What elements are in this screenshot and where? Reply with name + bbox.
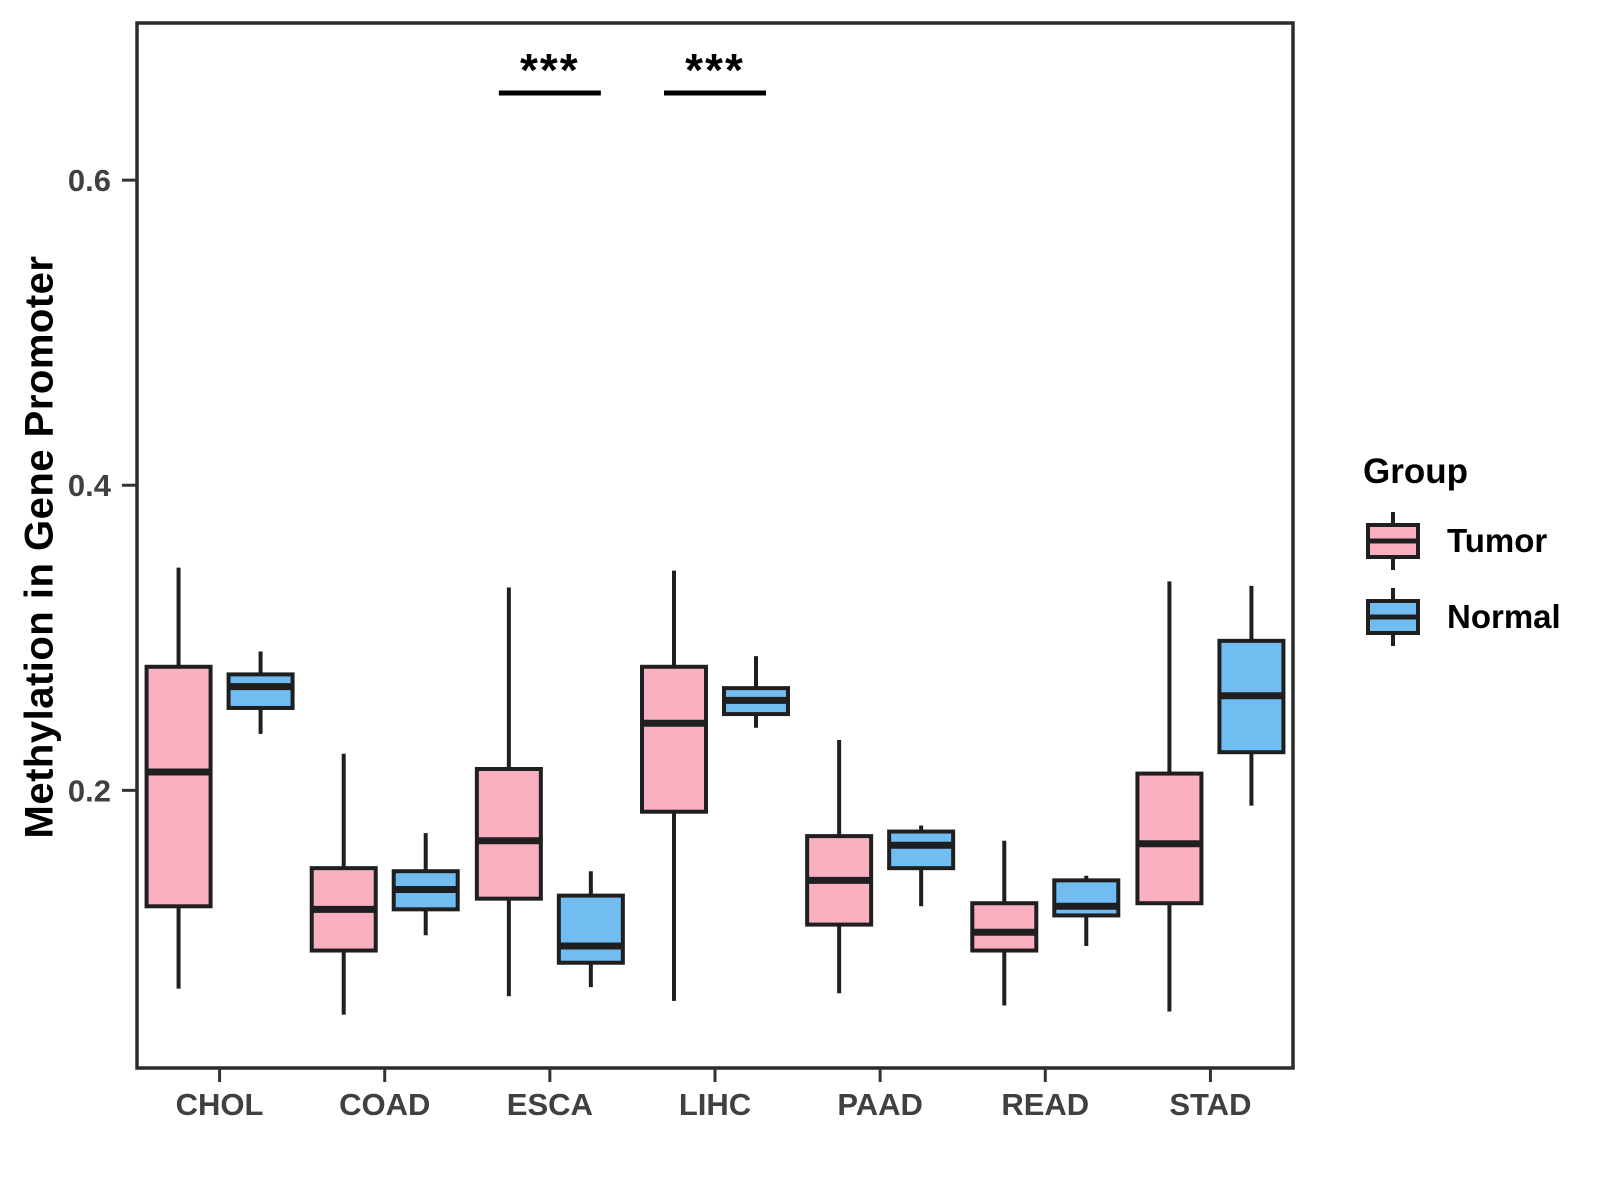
box-normal-esca (556, 893, 625, 965)
box-tumor-read (970, 901, 1039, 953)
box-tumor-chol (144, 664, 213, 909)
box-tumor-esca (474, 766, 543, 901)
x-tick-label-coad: COAD (339, 1087, 430, 1122)
legend-label-normal: Normal (1447, 598, 1561, 635)
x-tick-label-lihc: LIHC (679, 1087, 751, 1122)
y-tick-label: 0.4 (68, 468, 112, 503)
normal-boxplot-key-icon (1366, 588, 1420, 646)
box-tumor-stad (1135, 771, 1204, 906)
y-tick-label: 0.6 (68, 163, 111, 198)
x-tick-label-chol: CHOL (176, 1087, 264, 1122)
box-normal-paad (887, 829, 956, 871)
significance-label-lihc: *** (685, 44, 745, 96)
x-tick-label-stad: STAD (1169, 1087, 1251, 1122)
box-normal-chol (226, 672, 295, 710)
x-tick-label-read: READ (1001, 1087, 1089, 1122)
tumor-boxplot-key-icon (1366, 512, 1420, 570)
legend-entry-normal: Normal (1365, 584, 1561, 650)
x-tick-label-paad: PAAD (837, 1087, 923, 1122)
x-tick-label-esca: ESCA (507, 1087, 593, 1122)
y-tick-label: 0.2 (68, 773, 111, 808)
legend-label-tumor: Tumor (1447, 522, 1548, 559)
box-tumor-lihc (640, 664, 708, 814)
legend-entry-tumor: Tumor (1365, 508, 1561, 574)
legend-title: Group (1363, 452, 1468, 491)
legend: Group Tumor Normal (1363, 452, 1561, 660)
box-normal-read (1052, 878, 1121, 918)
significance-label-esca: *** (520, 44, 580, 96)
